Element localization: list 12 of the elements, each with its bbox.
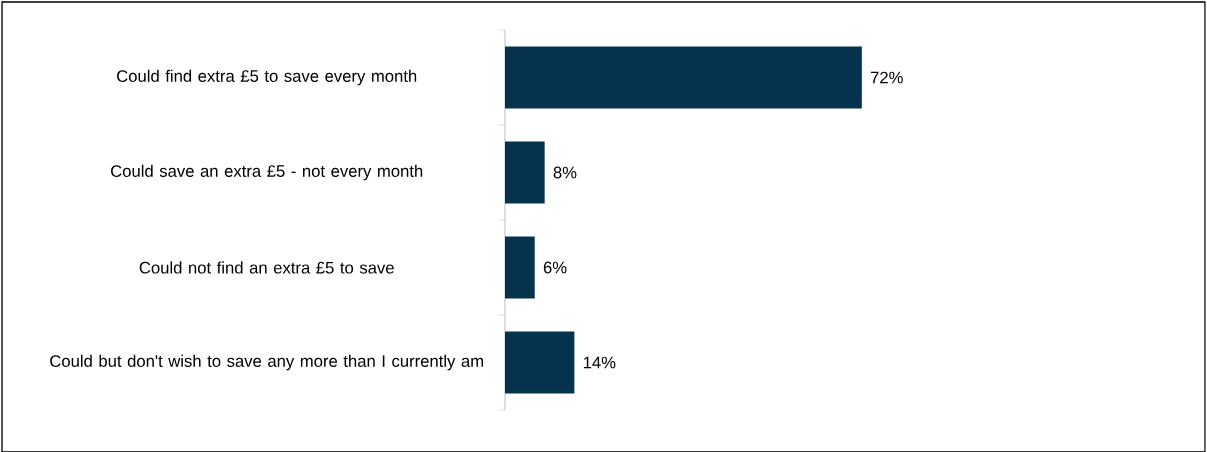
bar bbox=[505, 141, 545, 204]
y-tick-label: Could find extra £5 to save every month bbox=[117, 69, 417, 86]
data-label: 14% bbox=[583, 356, 616, 369]
bar bbox=[505, 46, 862, 109]
data-label: 8% bbox=[553, 166, 577, 179]
y-tick-label: Could save an extra £5 - not every month bbox=[111, 164, 423, 181]
bar bbox=[505, 331, 575, 394]
bar bbox=[505, 236, 535, 299]
y-tick-label: Could but don't wish to save any more than I currently am bbox=[50, 354, 483, 371]
data-label: 6% bbox=[543, 261, 567, 274]
y-tick-label: Could not find an extra £5 to save bbox=[139, 261, 394, 274]
data-label: 72% bbox=[870, 71, 903, 84]
